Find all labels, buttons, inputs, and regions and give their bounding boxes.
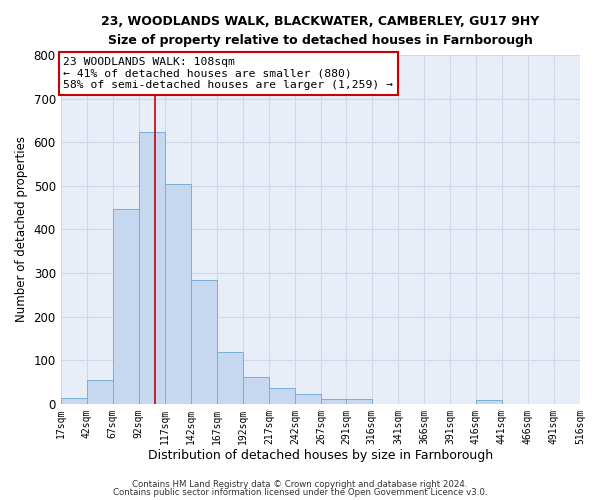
Bar: [476, 400, 502, 404]
Text: Contains public sector information licensed under the Open Government Licence v3: Contains public sector information licen…: [113, 488, 487, 497]
Bar: [113, 209, 139, 404]
X-axis label: Distribution of detached houses by size in Farnborough: Distribution of detached houses by size …: [148, 450, 493, 462]
Bar: [61, 398, 86, 404]
Bar: [165, 184, 191, 404]
Bar: [269, 388, 295, 404]
Text: Contains HM Land Registry data © Crown copyright and database right 2024.: Contains HM Land Registry data © Crown c…: [132, 480, 468, 489]
Text: 23 WOODLANDS WALK: 108sqm
← 41% of detached houses are smaller (880)
58% of semi: 23 WOODLANDS WALK: 108sqm ← 41% of detac…: [63, 57, 393, 90]
Y-axis label: Number of detached properties: Number of detached properties: [15, 136, 28, 322]
Bar: [346, 400, 372, 404]
Bar: [217, 352, 243, 404]
Title: 23, WOODLANDS WALK, BLACKWATER, CAMBERLEY, GU17 9HY
Size of property relative to: 23, WOODLANDS WALK, BLACKWATER, CAMBERLE…: [101, 15, 539, 47]
Bar: [191, 280, 217, 404]
Bar: [243, 377, 269, 404]
Bar: [295, 394, 321, 404]
Bar: [139, 132, 165, 404]
Bar: [86, 380, 113, 404]
Bar: [321, 400, 346, 404]
